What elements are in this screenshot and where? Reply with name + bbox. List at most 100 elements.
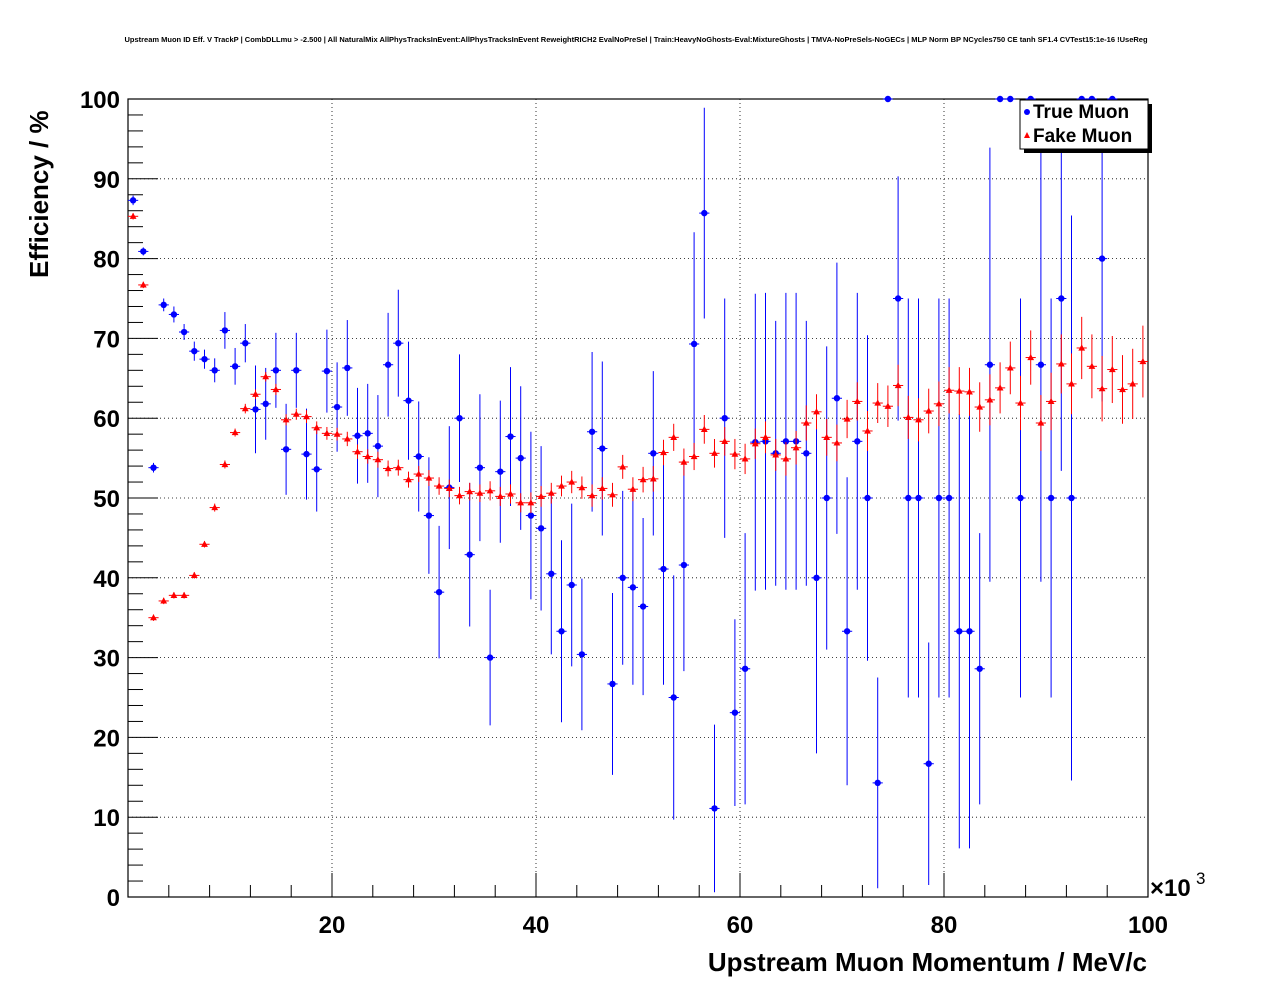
- true-muon-point: [1017, 494, 1024, 502]
- axes: 0 10 20 30 40 50 60 70 80 90 100 20 40 60 80 100: [80, 87, 1168, 939]
- y-tick-label: 0: [107, 885, 120, 912]
- legend-true-muon-label: True Muon: [1033, 102, 1129, 123]
- true-muon-point: [170, 311, 178, 318]
- x-tick-label: 60: [727, 912, 754, 939]
- true-muon-point: [1068, 494, 1075, 502]
- true-muon-point: [935, 494, 943, 502]
- fake-muon-point: [894, 381, 902, 389]
- fake-muon-point: [598, 484, 606, 492]
- fake-muon-point: [700, 425, 708, 432]
- true-muon-point: [231, 363, 239, 370]
- fake-muon-point: [996, 384, 1004, 391]
- true-muon-point: [670, 694, 677, 701]
- fake-muon-point: [1098, 385, 1106, 392]
- true-muon-point: [354, 432, 361, 439]
- true-muon-point: [731, 709, 739, 716]
- true-muon-point: [609, 680, 616, 688]
- y-tick-label: 10: [93, 805, 120, 832]
- true-muon-point: [272, 367, 280, 374]
- fake-muon-point: [303, 413, 310, 420]
- true-muon-point: [160, 301, 167, 309]
- fake-muon-point: [874, 399, 882, 406]
- fake-muon-point: [354, 448, 361, 455]
- true-muon-point: [191, 347, 198, 355]
- true-muon-point: [925, 760, 932, 767]
- true-muon-point: [803, 450, 810, 457]
- x-multiplier: ×10 3: [1150, 869, 1205, 902]
- fake-muon-point: [1139, 357, 1147, 365]
- true-muon-point: [588, 428, 596, 435]
- y-tick-label: 80: [93, 247, 120, 274]
- fake-muon-point: [915, 416, 922, 423]
- fake-muon-point: [323, 429, 331, 436]
- fake-muon-point: [853, 397, 861, 405]
- legend-box: [1019, 99, 1149, 150]
- legend-fake-muon-label: Fake Muon: [1033, 126, 1132, 147]
- fake-muon-point: [833, 439, 841, 446]
- fake-muon-point: [1088, 362, 1096, 369]
- true-muon-point: [435, 588, 443, 596]
- fake-muon-point: [966, 388, 973, 395]
- fake-muon-point: [292, 410, 300, 417]
- fake-muon-point: [537, 492, 545, 500]
- fake-muon-point: [150, 614, 157, 621]
- true-muon-point: [364, 430, 371, 437]
- true-muon-point: [915, 494, 922, 502]
- plot-frame: [127, 98, 1149, 898]
- y-tick-label: 50: [93, 486, 120, 513]
- true-muon-point: [405, 397, 412, 404]
- true-muon-point: [293, 367, 300, 374]
- fake-muon-point: [772, 451, 780, 458]
- fake-muon-point: [241, 405, 249, 412]
- fake-muon-point: [466, 488, 474, 495]
- fake-muon-point: [180, 591, 188, 598]
- grid-lines: [128, 99, 1148, 897]
- fake-muon-point: [884, 402, 892, 409]
- fake-muon-point: [986, 396, 994, 403]
- true-muon-point: [252, 406, 259, 413]
- fake-muon-point: [201, 540, 208, 547]
- true-muon-point: [905, 494, 912, 502]
- true-muon-point: [486, 654, 494, 661]
- fake-muon-point: [823, 433, 831, 440]
- true-muon-point: [782, 438, 790, 445]
- true-muon-point: [986, 361, 994, 368]
- true-muon-point: [884, 95, 892, 103]
- fake-muon-point: [445, 484, 453, 492]
- fake-muon-point: [343, 435, 351, 442]
- fake-muon-point: [456, 492, 463, 499]
- fake-muon-point: [384, 464, 392, 472]
- true-muon-point: [568, 581, 575, 589]
- true-muon-point: [425, 512, 433, 519]
- fake-muon-point: [486, 487, 494, 494]
- fake-muon-point: [619, 463, 627, 470]
- true-muon-point: [476, 464, 484, 471]
- fake-muon-point: [792, 444, 800, 451]
- fake-muon-point: [272, 385, 280, 393]
- true-muon-point: [497, 468, 504, 475]
- true-muon-point: [578, 651, 586, 658]
- fake-muon-point: [415, 470, 423, 477]
- true-muon-point: [466, 551, 473, 558]
- fake-muon-point: [802, 419, 810, 426]
- fake-muon-point: [333, 430, 341, 437]
- series-true-muon: [128, 95, 1118, 893]
- fake-muon-point: [170, 591, 178, 598]
- fake-muon-point: [507, 490, 514, 497]
- fake-muon-point: [670, 433, 678, 440]
- fake-muon-point: [547, 489, 555, 496]
- true-muon-point: [1058, 295, 1065, 302]
- fake-muon-point: [558, 482, 565, 489]
- fake-muon-point: [945, 386, 953, 393]
- true-muon-point: [721, 415, 728, 422]
- true-muon-point: [313, 466, 320, 473]
- y-tick-label: 30: [93, 646, 120, 673]
- true-muon-point: [1037, 361, 1045, 368]
- series-fake-muon: [128, 212, 1148, 621]
- y-tick-label: 100: [80, 87, 120, 114]
- fake-muon-point: [1129, 380, 1137, 387]
- fake-muon-point: [925, 407, 933, 414]
- true-muon-point: [711, 805, 718, 812]
- true-muon-point: [945, 494, 953, 502]
